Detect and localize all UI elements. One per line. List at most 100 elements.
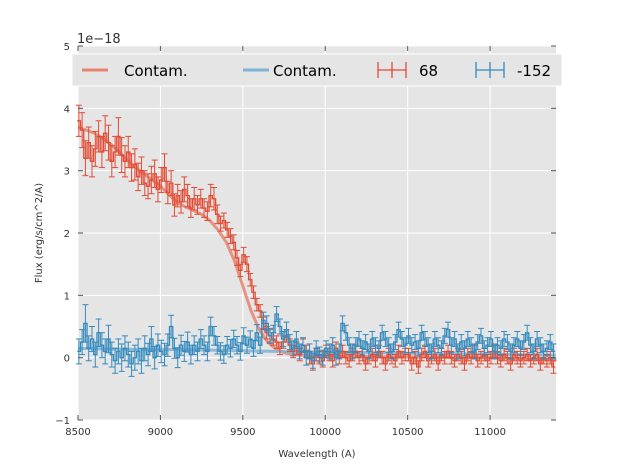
errorbar-point <box>481 340 488 357</box>
errorbar-point <box>98 332 105 359</box>
series-68 <box>75 104 557 374</box>
errorbar-point <box>187 344 194 365</box>
x-tick-label: 11000 <box>474 427 506 438</box>
y-tick-label: 3 <box>64 167 70 178</box>
errorbar-point <box>220 212 227 229</box>
errorbar-point <box>118 343 125 372</box>
errorbar-point <box>435 357 442 371</box>
errorbar-point <box>438 340 445 357</box>
errorbar-point <box>108 145 115 178</box>
errorbar-point <box>253 324 260 342</box>
y-tick-label: 2 <box>64 229 70 240</box>
axis-ticks <box>77 45 556 421</box>
errorbar-point <box>204 201 211 222</box>
errorbar-point <box>313 340 320 357</box>
errorbar-point <box>187 198 194 218</box>
x-tick-label: 9000 <box>148 427 173 438</box>
errorbar-point <box>234 249 241 266</box>
errorbar-point <box>207 183 214 208</box>
errorbar-point <box>95 120 102 153</box>
errorbar-point <box>283 321 290 338</box>
errorbar-point <box>342 324 349 341</box>
errorbar-point <box>207 316 214 337</box>
errorbar-point <box>174 183 181 208</box>
errorbar-point <box>543 340 550 357</box>
errorbar-point <box>164 180 171 205</box>
errorbar-point <box>517 340 524 357</box>
x-tick-label: 10000 <box>309 427 341 438</box>
errorbar-point <box>243 336 250 354</box>
errorbar-point <box>425 354 432 368</box>
errorbar-point <box>75 338 82 365</box>
errorbar-point <box>224 221 231 238</box>
errorbar-point <box>243 256 250 273</box>
errorbar-point <box>418 324 425 341</box>
errorbar-point <box>92 130 99 167</box>
legend-minus152-label: -152 <box>517 62 551 80</box>
errorbar-point <box>148 326 155 352</box>
errorbar-point <box>402 337 409 354</box>
errorbar-point <box>392 354 399 368</box>
errorbar-point <box>105 124 112 161</box>
errorbar-point <box>138 156 145 185</box>
legend: Contam. Contam. 68 -152 <box>71 53 563 87</box>
y-tick-label: 1 <box>64 291 70 302</box>
errorbar-point <box>451 354 458 368</box>
errorbar-point <box>537 357 544 371</box>
errorbar-point <box>121 335 128 362</box>
errorbar-point <box>385 337 392 354</box>
errorbar-point <box>201 198 208 218</box>
errorbar-point <box>154 176 161 203</box>
errorbar-point <box>362 357 369 371</box>
errorbar-point <box>161 342 168 367</box>
errorbar-point <box>240 327 247 345</box>
errorbar-point <box>237 342 244 361</box>
errorbar-point <box>412 334 419 351</box>
errorbar-point <box>184 183 191 208</box>
errorbar-point <box>431 330 438 347</box>
errorbar-point <box>194 341 201 362</box>
x-tick-label: 9500 <box>230 427 255 438</box>
errorbar-point <box>342 350 349 365</box>
errorbar-point <box>478 327 485 344</box>
errorbar-point <box>79 329 86 356</box>
errorbar-point <box>346 354 353 368</box>
errorbar-point <box>501 330 508 347</box>
errorbar-point <box>372 354 379 368</box>
errorbar-point <box>178 190 185 214</box>
errorbar-point <box>329 337 336 354</box>
errorbar-point <box>257 336 264 354</box>
x-axis-label: Wavelength (A) <box>278 449 355 460</box>
errorbar-point <box>375 340 382 357</box>
errorbar-point <box>118 137 125 174</box>
errorbar-point <box>217 215 224 232</box>
y-tick-label: 0 <box>64 354 70 365</box>
errorbar-point <box>276 341 283 356</box>
errorbar-point <box>178 334 185 356</box>
errorbar-point <box>461 357 468 371</box>
errorbar-point <box>299 337 306 354</box>
errorbar-point <box>270 324 277 341</box>
errorbar-point <box>154 333 161 357</box>
errorbar-point <box>540 343 547 360</box>
errorbar-point <box>507 343 514 360</box>
y-axis-label: Flux (erg/s/cm^2/A) <box>34 183 45 283</box>
errorbar-point <box>474 354 481 368</box>
errorbar-point <box>332 349 339 366</box>
errorbar-point <box>197 329 204 349</box>
errorbar-point <box>121 145 128 178</box>
x-tick-label: 8500 <box>65 427 90 438</box>
errorbar-point <box>468 337 475 354</box>
errorbar-point <box>128 350 135 377</box>
errorbar-point <box>451 330 458 347</box>
y-offset-label: 1e−18 <box>77 32 121 47</box>
errorbar-point <box>359 340 366 357</box>
x-tick-labels: 8500 9000 9500 10000 10500 11000 <box>65 427 506 438</box>
errorbar-point <box>316 346 323 363</box>
errorbar-point <box>234 335 241 355</box>
errorbar-point <box>365 343 372 360</box>
errorbar-point <box>382 330 389 347</box>
errorbar-point <box>530 343 537 360</box>
errorbar-point <box>349 343 356 360</box>
errorbar-point <box>510 337 517 354</box>
